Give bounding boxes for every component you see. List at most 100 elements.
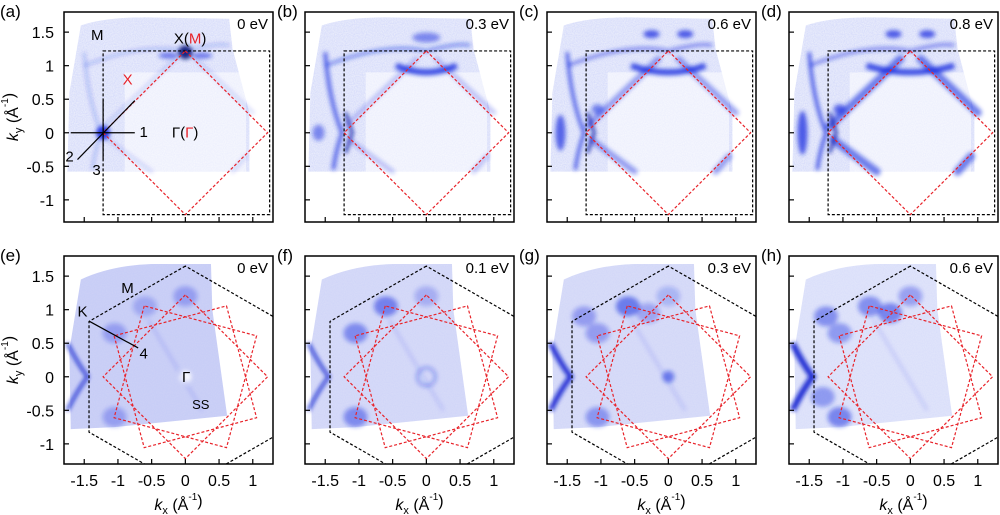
fermi-surface-features bbox=[307, 286, 445, 428]
label-gamma: Γ(Γ) bbox=[172, 124, 199, 141]
band-v bbox=[789, 341, 817, 412]
bz-red-square-1 bbox=[838, 305, 983, 449]
panel-label: (d) bbox=[761, 2, 782, 21]
panel-c: 0.6 eV (c) bbox=[519, 2, 757, 223]
plot-area: M X X(M) Γ(Γ) 1 2 3 bbox=[65, 17, 271, 216]
bz-red-square-1 bbox=[113, 305, 258, 449]
y-axis-label: ky (Å-1) bbox=[0, 93, 25, 141]
band-v bbox=[828, 112, 838, 154]
streak bbox=[629, 318, 687, 412]
bz-diamond bbox=[827, 50, 994, 216]
pocket bbox=[343, 323, 368, 344]
label-ss: SS bbox=[192, 397, 210, 412]
x-tick-label: 1 bbox=[973, 473, 982, 490]
x-tick-label: -1.5 bbox=[553, 473, 581, 490]
panel-d: 0.8 eV (d) bbox=[761, 2, 999, 223]
x-tick-label: 0 bbox=[664, 473, 673, 490]
band-arc bbox=[324, 43, 471, 68]
band-v bbox=[307, 342, 331, 411]
measured-noise bbox=[310, 264, 469, 430]
x-tick-label: 0.5 bbox=[449, 473, 471, 490]
hotspot-x bbox=[178, 45, 193, 60]
energy-label: 0.6 eV bbox=[950, 260, 993, 277]
pocket bbox=[857, 296, 882, 317]
x-tick-label: -1.5 bbox=[311, 473, 339, 490]
bz-red-square-0 bbox=[827, 294, 994, 460]
pocket-x bbox=[394, 62, 458, 76]
plot-area bbox=[792, 17, 996, 216]
y-tick-label: 0.5 bbox=[32, 336, 54, 353]
y-tick-label: 1.5 bbox=[32, 269, 54, 286]
cut-4-line bbox=[88, 320, 139, 349]
fermi-surface-features bbox=[789, 286, 929, 428]
pocket bbox=[373, 296, 398, 317]
panel-label: (f) bbox=[277, 246, 293, 265]
band-arc bbox=[566, 43, 713, 68]
band-v bbox=[586, 112, 596, 154]
bz-red-square-0 bbox=[102, 294, 269, 460]
y-tick-label: 0.5 bbox=[32, 92, 54, 109]
streak bbox=[387, 318, 445, 412]
label-cut-3: 3 bbox=[92, 162, 100, 179]
x-tick-label: 0 bbox=[906, 473, 915, 490]
streak bbox=[871, 318, 929, 412]
x-tick-label: 0.5 bbox=[691, 473, 713, 490]
bz-red-square-2 bbox=[596, 305, 741, 449]
pocket-top-r bbox=[919, 30, 936, 39]
fermi-surface-features bbox=[312, 32, 496, 174]
y-tick-label: -0.5 bbox=[26, 403, 54, 420]
bz-diamond bbox=[585, 50, 752, 216]
bz-red-square-2 bbox=[838, 305, 983, 449]
plot-area bbox=[789, 264, 998, 464]
hotspot-arm bbox=[158, 52, 179, 59]
pocket-ml bbox=[833, 104, 846, 115]
pocket-ml bbox=[591, 104, 604, 115]
panel-label: (a) bbox=[0, 2, 21, 21]
annotations: M X X(M) Γ(Γ) 1 2 3 bbox=[65, 27, 206, 179]
band-arm bbox=[471, 154, 490, 174]
streak bbox=[146, 318, 204, 412]
x-tick-label: -0.5 bbox=[138, 473, 166, 490]
label-M: M bbox=[121, 280, 134, 297]
gamma-ring bbox=[415, 366, 437, 388]
panel-a: M X X(M) Γ(Γ) 1 2 3 0 eV (a) -1 -0.5 0 0.5 1 1.5 ky (Å-… bbox=[0, 2, 274, 223]
pocket bbox=[615, 296, 640, 317]
label-X: X bbox=[123, 71, 133, 88]
x-tick-label: 0.5 bbox=[208, 473, 230, 490]
energy-label: 0 eV bbox=[237, 260, 268, 277]
y-tick-label: -0.5 bbox=[26, 159, 54, 176]
panel-label: (e) bbox=[0, 246, 21, 265]
plot-area bbox=[308, 17, 512, 216]
y-tick-label: 1.5 bbox=[32, 25, 54, 42]
pocket-left bbox=[797, 110, 808, 155]
pocket-top-r bbox=[677, 30, 694, 39]
axes-frame bbox=[546, 255, 757, 465]
panel-h: 0.6 eV (h) -1.5 -1 -0.5 0 0.5 1 kx (Å-1) bbox=[761, 246, 999, 515]
x-tick-label: -1 bbox=[352, 473, 366, 490]
x-tick-label: -0.5 bbox=[863, 473, 891, 490]
pocket bbox=[636, 303, 661, 324]
x-axis-label: kx (Å-1) bbox=[154, 492, 202, 515]
panel-label: (b) bbox=[277, 2, 298, 21]
axes-frame bbox=[304, 11, 515, 223]
band-v bbox=[344, 112, 354, 154]
energy-label: 0.6 eV bbox=[708, 16, 751, 33]
axes-frame bbox=[304, 255, 515, 465]
bz-red-square-1 bbox=[596, 305, 741, 449]
axes-frame bbox=[63, 255, 274, 465]
pocket-left bbox=[312, 124, 325, 141]
label-M: M bbox=[91, 27, 104, 44]
bz-red-square-0 bbox=[585, 294, 752, 460]
y-tick-label: 0 bbox=[45, 126, 54, 143]
x-tick-label: -1.5 bbox=[795, 473, 823, 490]
band-left bbox=[323, 52, 345, 170]
pocket bbox=[585, 323, 610, 344]
x-tick-label: 1 bbox=[489, 473, 498, 490]
y-tick-label: -1 bbox=[40, 193, 54, 210]
label-cut-4: 4 bbox=[140, 346, 148, 363]
label-K: K bbox=[77, 303, 87, 320]
pocket-top-l bbox=[885, 30, 902, 39]
band-arm bbox=[712, 153, 733, 175]
